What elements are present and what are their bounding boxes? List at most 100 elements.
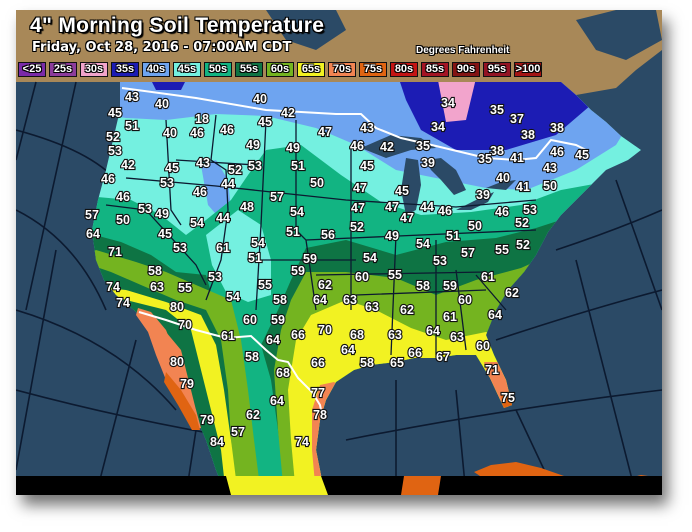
station-value: 49: [246, 138, 260, 152]
station-value: 68: [350, 328, 364, 342]
station-value: 47: [351, 201, 365, 215]
station-value: 42: [380, 140, 394, 154]
band-35s: [146, 82, 591, 150]
station-value: 59: [303, 252, 317, 266]
legend-swatch: 80s: [390, 62, 418, 77]
map-subtitle: Friday, Oct 28, 2016 - 07:00AM CDT: [32, 40, 292, 55]
station-value: 52: [106, 130, 120, 144]
legend-swatch: 75s: [359, 62, 387, 77]
station-value: 57: [461, 246, 475, 260]
station-value: 63: [388, 328, 402, 342]
station-value: 71: [108, 245, 122, 259]
station-value: 54: [290, 205, 304, 219]
station-value: 55: [388, 268, 402, 282]
station-value: 40: [253, 92, 267, 106]
legend-swatch: 45s: [173, 62, 201, 77]
station-value: 53: [138, 202, 152, 216]
station-value: 62: [246, 408, 260, 422]
station-value: 53: [248, 159, 262, 173]
station-value: 45: [575, 148, 589, 162]
graticule-lines: [16, 81, 662, 495]
station-value: 45: [258, 115, 272, 129]
station-value: 51: [125, 119, 139, 133]
station-value: 39: [476, 188, 490, 202]
station-value: 62: [505, 286, 519, 300]
station-value: 40: [496, 171, 510, 185]
station-value: 60: [476, 339, 490, 353]
legend-swatch: 25s: [49, 62, 77, 77]
station-value: 46: [438, 204, 452, 218]
graticule-line: [615, 179, 662, 311]
great-lakes: [361, 135, 516, 215]
hudson-bay-water: [266, 10, 662, 60]
station-value: 47: [400, 211, 414, 225]
station-value: 18: [195, 112, 209, 126]
legend-swatch: 30s: [80, 62, 108, 77]
station-value: 43: [125, 90, 139, 104]
station-value: 79: [180, 377, 194, 391]
station-value: 46: [101, 172, 115, 186]
station-value: 37: [510, 112, 524, 126]
station-value: 38: [521, 128, 535, 142]
station-value: 46: [550, 145, 564, 159]
station-value: 50: [310, 176, 324, 190]
station-value: 35: [490, 103, 504, 117]
station-value: 45: [360, 159, 374, 173]
station-value: 57: [85, 208, 99, 222]
station-value: 53: [523, 203, 537, 217]
station-value: 41: [510, 151, 524, 165]
station-value: 34: [441, 96, 455, 110]
station-value: 58: [148, 264, 162, 278]
station-value: 54: [251, 236, 265, 250]
station-value: 43: [543, 161, 557, 175]
legend-swatch: 55s: [235, 62, 263, 77]
station-value: 41: [516, 180, 530, 194]
legend-swatch: >100: [514, 62, 542, 77]
station-value: 51: [248, 251, 262, 265]
station-value: 56: [321, 228, 335, 242]
station-value: 43: [196, 156, 210, 170]
station-value: 61: [221, 329, 235, 343]
station-value: 58: [416, 279, 430, 293]
station-value: 58: [245, 350, 259, 364]
station-value: 66: [311, 356, 325, 370]
station-value: 57: [231, 425, 245, 439]
station-value: 53: [433, 254, 447, 268]
legend-swatch: 60s: [266, 62, 294, 77]
station-value: 45: [165, 161, 179, 175]
station-value: 40: [155, 97, 169, 111]
station-value: 63: [343, 293, 357, 307]
station-value: 45: [158, 227, 172, 241]
station-value: 52: [228, 163, 242, 177]
state-lines: [105, 114, 537, 356]
station-value: 64: [266, 333, 280, 347]
legend-swatch: 90s: [452, 62, 480, 77]
station-value: 52: [350, 220, 364, 234]
station-value: 46: [220, 123, 234, 137]
station-value: 68: [276, 366, 290, 380]
station-value: 35: [416, 139, 430, 153]
station-value: 52: [515, 216, 529, 230]
graticule-line: [345, 389, 662, 441]
band-30s: [436, 82, 478, 122]
station-value: 84: [210, 435, 224, 449]
station-value: 52: [516, 238, 530, 252]
graticule-line: [555, 209, 662, 251]
station-value: 58: [360, 356, 374, 370]
station-value: 42: [281, 106, 295, 120]
legend-swatch: 85s: [421, 62, 449, 77]
station-value: 75: [501, 391, 515, 405]
graticule-line: [95, 339, 137, 495]
station-value: 44: [221, 177, 235, 191]
station-value: 46: [495, 205, 509, 219]
station-value: 80: [170, 355, 184, 369]
station-value: 74: [106, 280, 120, 294]
land-below-bar: [226, 476, 328, 495]
station-value: 55: [495, 243, 509, 257]
station-value: 62: [400, 303, 414, 317]
station-value: 66: [291, 328, 305, 342]
yucatan-below-bar: [401, 476, 441, 495]
station-value: 62: [318, 278, 332, 292]
